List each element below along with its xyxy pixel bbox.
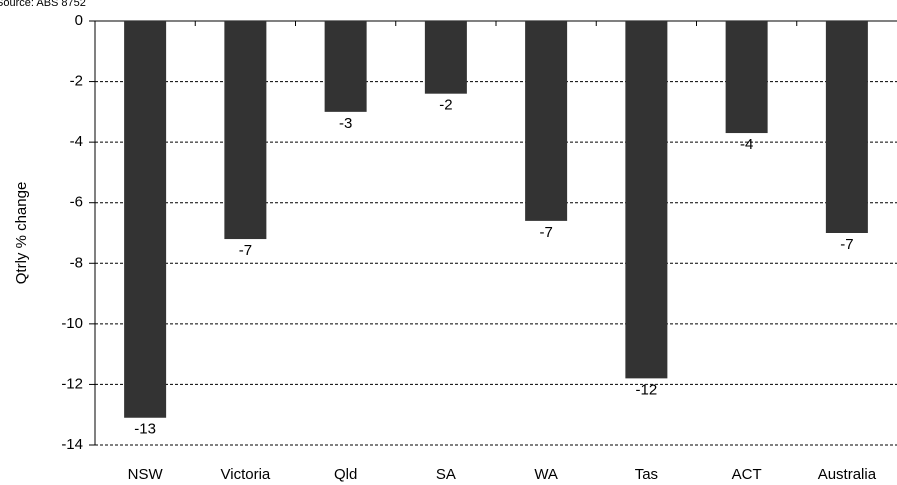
y-tick-label: -6 [70,194,83,211]
data-label: -4 [740,136,753,153]
y-tick-label: -4 [70,133,83,150]
y-tick-label: -2 [70,73,83,90]
x-tick-label: WA [534,466,558,483]
bar [324,21,367,112]
data-label: -2 [439,97,452,114]
x-tick-label: Victoria [221,466,271,483]
bar [424,21,467,94]
bar [625,21,668,379]
x-tick-label: NSW [128,466,164,483]
source-note: Source: ABS 8752 [0,0,86,9]
data-label: -7 [539,224,552,241]
x-tick-label: SA [436,466,456,483]
data-label: -3 [339,115,352,132]
bar [525,21,568,221]
x-tick-label: Australia [818,466,877,483]
data-label: -13 [134,421,156,438]
x-tick-label: Tas [635,466,658,483]
x-tick-label: ACT [732,466,762,483]
x-tick-label: Qld [334,466,357,483]
y-tick-label: -14 [61,436,83,453]
bar [124,21,167,418]
bar [825,21,868,233]
y-tick-label: -10 [61,315,83,332]
bar [725,21,768,134]
data-label: -12 [636,381,658,398]
bar [224,21,267,240]
data-label: -7 [239,242,252,259]
y-axis-label: Qtrly % change [13,182,30,285]
y-tick-label: -12 [61,375,83,392]
y-tick-label: -8 [70,254,83,271]
data-label: -7 [840,236,853,253]
y-tick-label: 0 [75,12,83,29]
